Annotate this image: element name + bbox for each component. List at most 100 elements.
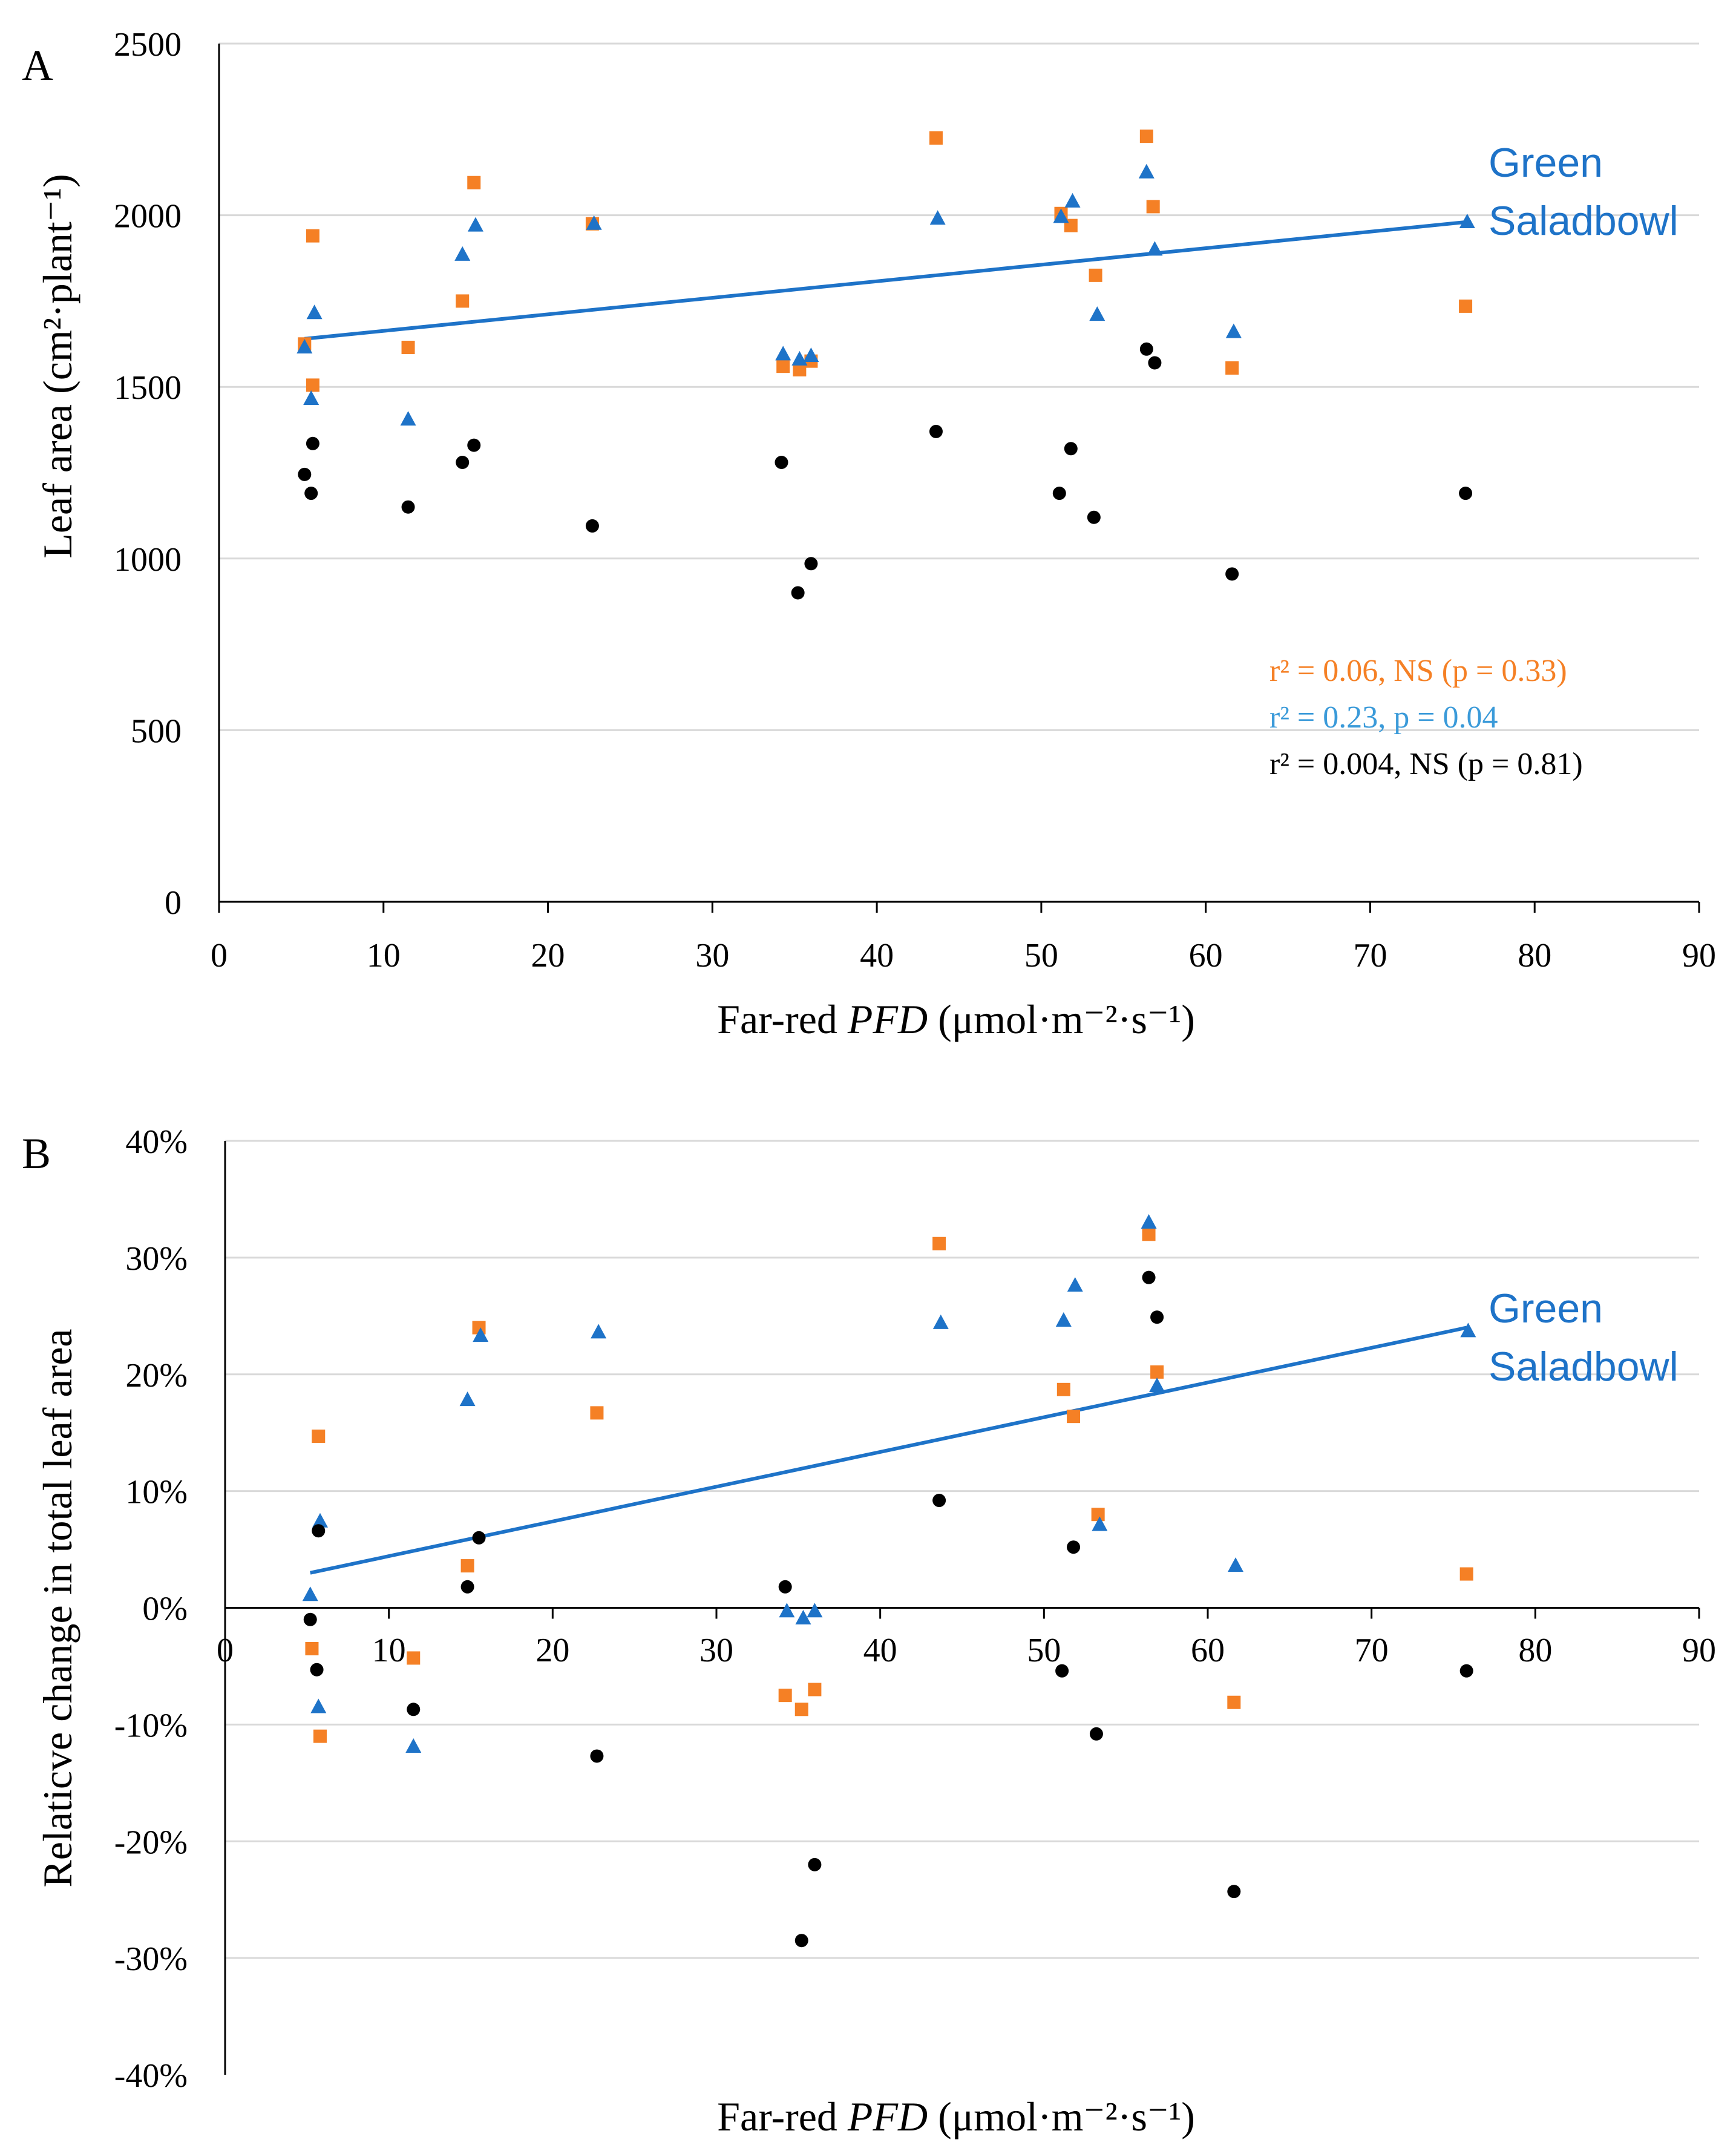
panel-a-point-circle: [1148, 356, 1162, 370]
panel-b-point-circle: [312, 1524, 326, 1538]
panel-a-x-tick: 80: [1518, 937, 1551, 974]
panel-a-point-triangle: [929, 210, 946, 225]
panel-b-point-circle: [1150, 1310, 1164, 1324]
panel-b-point-square: [590, 1406, 604, 1420]
panel-b-point-triangle: [795, 1609, 811, 1624]
panel-b-point-triangle: [310, 1698, 327, 1713]
panel-a-point-circle: [1064, 442, 1078, 456]
panel-a-y-tick: 0: [165, 884, 182, 922]
panel-a-point-square: [1459, 299, 1473, 313]
panel-b-point-circle: [932, 1494, 946, 1508]
panel-a-x-label-italic: PFD: [847, 996, 928, 1042]
panel-b-point-square: [1459, 1567, 1473, 1581]
panel-a-point-triangle: [1147, 241, 1163, 256]
panel-b-point-circle: [1142, 1270, 1156, 1284]
panel-a-point-triangle: [586, 215, 602, 230]
panel-a-point-triangle: [775, 346, 791, 361]
panel-a-point-circle: [1052, 487, 1066, 501]
panel-b-point-circle: [794, 1934, 808, 1948]
panel-a-point-circle: [1225, 567, 1239, 581]
panel-a-point-square: [467, 176, 481, 189]
panel-a-gridlines: [219, 42, 1699, 731]
panel-b-point-circle: [1089, 1727, 1103, 1741]
panel-b-x-tick: 70: [1355, 1632, 1389, 1669]
panel-a-point-circle: [775, 455, 788, 469]
panel-b-data-points: [302, 1214, 1476, 1948]
panel-b-point-square: [1056, 1382, 1070, 1396]
panel-a-point-square: [456, 294, 470, 308]
panel-a-point-triangle: [803, 347, 819, 363]
panel-b-point-square: [313, 1729, 327, 1743]
panel-b-gridlines: [225, 1140, 1699, 1959]
panel-a-point-triangle: [303, 390, 319, 406]
panel-a-x-tick-labels: 0 10 20 30 40 50 60 70 80 90: [211, 937, 1716, 974]
panel-b-point-triangle: [932, 1314, 949, 1329]
panel-a-y-tick: 2500: [114, 26, 182, 64]
panel-b-point-circle: [407, 1703, 421, 1716]
panel-a-point-circle: [467, 438, 481, 452]
panel-a-point-circle: [1459, 487, 1473, 501]
panel-b-y-tick: 20%: [125, 1357, 188, 1394]
panel-b-y-tick: 40%: [125, 1123, 188, 1161]
panel-b-point-square: [1150, 1365, 1164, 1379]
panel-a-point-square: [1139, 130, 1153, 143]
panel-a-point-circle: [401, 500, 415, 514]
panel-b-point-triangle: [1067, 1277, 1083, 1292]
panel-a-point-triangle: [1138, 163, 1155, 179]
panel-b-point-triangle: [591, 1324, 607, 1339]
panel-a-x-tick: 50: [1024, 937, 1058, 974]
panel-a-stat-blue: r² = 0.23, p = 0.04: [1269, 700, 1498, 735]
panel-b-x-tick: 80: [1518, 1632, 1552, 1669]
panel-a-x-tick: 20: [531, 937, 565, 974]
panel-a-point-circle: [804, 557, 818, 571]
panel-a-point-square: [1225, 361, 1239, 375]
panel-b-point-square: [808, 1683, 822, 1696]
panel-b-point-square: [460, 1559, 474, 1573]
panel-b-y-tick: 10%: [125, 1474, 188, 1511]
panel-b-y-axis-label: Relaticve change in total leaf area: [34, 1329, 80, 1887]
panel-b-x-tick: 10: [372, 1632, 406, 1669]
panel-b-point-circle: [1055, 1664, 1069, 1678]
panel-a-point-circle: [306, 436, 319, 450]
panel-b-point-triangle: [473, 1327, 489, 1342]
panel-b-point-triangle: [1092, 1516, 1108, 1531]
panel-b-chart: -40% -30% -20% -10% 0% 10% 20% 30% 40% 0…: [22, 1123, 1716, 2140]
panel-b-point-triangle: [1460, 1322, 1476, 1338]
panel-a-point-circle: [929, 424, 943, 438]
panel-a-x-tick: 90: [1682, 937, 1716, 974]
panel-b-y-tick: 0%: [142, 1591, 188, 1628]
panel-b-series-label-line1: Green: [1489, 1286, 1603, 1332]
panel-a-point-square: [1146, 200, 1160, 214]
panel-a-point-circle: [456, 455, 470, 469]
panel-a-x-label-prefix: Far-red: [717, 996, 848, 1042]
panel-a-point-circle: [304, 487, 318, 501]
panel-b-point-triangle: [1141, 1214, 1157, 1229]
panel-b-point-square: [1142, 1227, 1156, 1241]
panel-a-point-circle: [585, 519, 599, 533]
panel-a-point-triangle: [1089, 306, 1105, 321]
panel-b-y-tick: -40%: [114, 2057, 188, 2095]
panel-a-x-tick: 10: [367, 937, 401, 974]
panel-a-x-label-suffix: (μmol·m⁻²·s⁻¹): [928, 996, 1195, 1042]
panel-a-y-tick-labels: 0 500 1000 1500 2000 2500: [114, 26, 182, 922]
panel-a-point-triangle: [1064, 192, 1081, 208]
panel-a-point-square: [306, 229, 319, 243]
panel-a-point-triangle: [1459, 213, 1475, 228]
panel-b-x-label-italic: PFD: [847, 2094, 928, 2140]
panel-a-point-triangle: [400, 411, 416, 426]
panel-a-x-tick: 40: [860, 937, 894, 974]
panel-a-point-triangle: [1053, 208, 1069, 223]
panel-b-point-triangle: [1149, 1378, 1165, 1393]
panel-b-point-circle: [1459, 1664, 1473, 1678]
panel-b-point-square: [312, 1429, 326, 1443]
panel-a-point-triangle: [467, 217, 483, 232]
panel-b-x-tick: 20: [536, 1632, 569, 1669]
panel-b-letter: B: [22, 1129, 51, 1178]
panel-a-y-tick: 1500: [114, 369, 182, 407]
panel-a-series-label-line1: Green: [1489, 140, 1603, 186]
panel-a-x-tick: 60: [1189, 937, 1223, 974]
panel-b-series-label-line2: Saladbowl: [1489, 1344, 1679, 1390]
panel-b-point-circle: [778, 1580, 792, 1594]
panel-a-point-circle: [1087, 510, 1101, 524]
panel-b-point-circle: [808, 1857, 822, 1871]
